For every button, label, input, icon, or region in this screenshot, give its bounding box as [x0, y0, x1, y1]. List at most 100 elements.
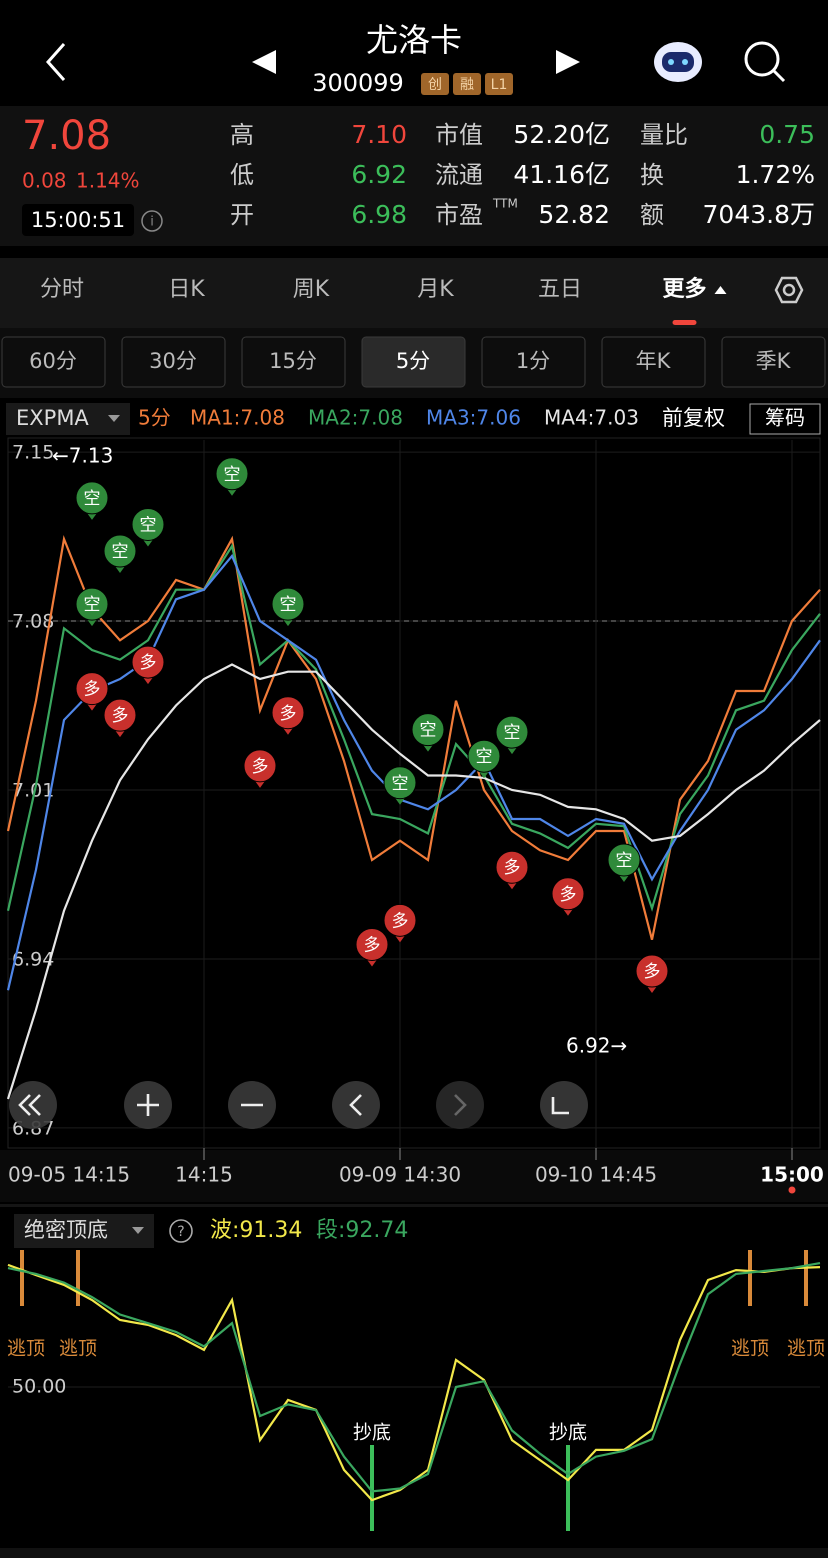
period-label: 年K	[636, 349, 672, 373]
signal-label: 逃顶	[787, 1338, 825, 1360]
badge	[421, 73, 449, 95]
signal-marker: 多	[75, 672, 109, 711]
period-button[interactable]	[601, 336, 706, 388]
search-icon[interactable]	[744, 41, 786, 83]
period-label: 1分	[516, 349, 550, 373]
chart-control[interactable]	[540, 1081, 588, 1129]
stat-label: 市值	[435, 121, 483, 149]
badge-label: L1	[491, 77, 508, 93]
chart-control-icon	[137, 1094, 159, 1116]
chart-control-icon	[349, 1094, 362, 1116]
signal-marker: 空	[131, 507, 165, 547]
chart-control[interactable]	[9, 1081, 57, 1129]
period-button[interactable]	[1, 336, 106, 388]
indicator-select[interactable]	[6, 403, 130, 435]
stock-code: 300099	[312, 69, 404, 97]
chart-control[interactable]	[436, 1081, 484, 1129]
robot-eye	[682, 59, 688, 65]
signal-marker: 空	[103, 534, 137, 574]
prev-stock[interactable]	[252, 50, 276, 74]
signal-label: 空	[112, 542, 129, 562]
signal-bubble	[243, 749, 277, 783]
tab[interactable]: 日K	[168, 277, 205, 302]
period-button[interactable]	[121, 336, 226, 388]
stat-value: 1.72%	[736, 160, 815, 189]
signal-marker: 空	[411, 713, 445, 752]
search-lens	[744, 41, 780, 77]
badge-label: 创	[428, 77, 442, 93]
tabs-bg	[0, 258, 828, 328]
next-stock[interactable]	[556, 50, 580, 74]
period-button[interactable]	[241, 336, 346, 388]
signal-bubble	[271, 696, 305, 730]
tab[interactable]: 更多	[662, 276, 706, 302]
dropdown-caret	[108, 415, 120, 422]
signal-label: 多	[140, 653, 157, 673]
signal-label: 空	[84, 595, 101, 615]
robot-face	[662, 52, 694, 72]
legend-entry: 波:91.34	[210, 1218, 302, 1243]
signal-marker: 多	[243, 749, 277, 788]
signal-bar	[748, 1250, 752, 1306]
dropdown-caret	[132, 1227, 144, 1234]
series-line	[6, 663, 821, 1100]
signal-label: 空	[616, 851, 633, 871]
signal-bubble	[495, 850, 529, 884]
signal-bubble	[411, 713, 445, 747]
badge	[485, 73, 513, 95]
chart-control-icon	[551, 1097, 569, 1115]
y-tick-label: 7.01	[12, 780, 54, 802]
settings-dot	[782, 283, 796, 297]
x-tick-label: 09-09 14:30	[339, 1163, 461, 1187]
signal-bubble	[383, 766, 417, 800]
robot-icon[interactable]	[654, 42, 702, 82]
legend-entry: 段:92.74	[316, 1218, 408, 1243]
tab[interactable]: 五日	[538, 277, 582, 302]
legend-entry: MA1:7.08	[190, 406, 285, 430]
signal-marker: 多	[495, 850, 529, 890]
chips-button[interactable]	[749, 403, 821, 435]
y-tick-label: 50.00	[12, 1376, 66, 1398]
stat-value: 6.98	[351, 200, 407, 229]
signal-label: 空	[476, 747, 493, 767]
period-button[interactable]	[361, 336, 466, 388]
indicator-name: EXPMA	[16, 406, 89, 430]
tab[interactable]: 周K	[293, 277, 330, 302]
period-label: 15分	[269, 349, 317, 373]
low-annotation: 6.92→	[566, 1034, 627, 1058]
x-axis-bg	[0, 1150, 828, 1202]
badge-label: 融	[460, 77, 474, 93]
chart-control[interactable]	[332, 1081, 380, 1129]
signal-label: 逃顶	[59, 1338, 97, 1360]
help-icon[interactable]	[169, 1219, 193, 1243]
period-label: 60分	[29, 349, 77, 373]
chips-label: 筹码	[765, 406, 805, 430]
tab[interactable]: 分时	[40, 277, 84, 302]
period-button[interactable]	[481, 336, 586, 388]
signal-bar	[76, 1250, 80, 1306]
tab-underline	[672, 320, 697, 325]
tab[interactable]: 月K	[417, 277, 454, 302]
signal-bubble	[131, 507, 165, 541]
settings-hex	[774, 276, 804, 304]
signal-label: 逃顶	[731, 1338, 769, 1360]
plot-frame	[7, 437, 821, 1149]
adjust-mode[interactable]: 前复权	[662, 406, 725, 430]
signal-bubble	[131, 645, 165, 679]
settings-icon[interactable]	[774, 276, 804, 304]
period-label: 30分	[149, 349, 197, 373]
stat-label-sup: TTM	[492, 197, 518, 211]
sub-indicator-select[interactable]	[14, 1214, 154, 1248]
signal-marker: 多	[551, 877, 585, 916]
period-button[interactable]	[721, 336, 826, 388]
signal-bubble	[215, 457, 249, 491]
signal-label: 多	[644, 962, 661, 982]
stat-value: 0.75	[759, 120, 815, 149]
back-button[interactable]	[45, 43, 66, 81]
sub-indicator-name: 绝密顶底	[24, 1218, 108, 1242]
legend-entry: MA4:7.03	[544, 406, 639, 430]
info-icon[interactable]	[141, 210, 163, 232]
legend-entry: MA2:7.08	[308, 406, 403, 430]
info-icon-glyph: i	[150, 215, 154, 230]
